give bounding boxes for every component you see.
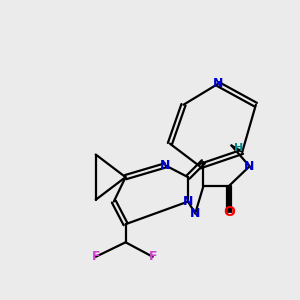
- Text: F: F: [148, 250, 157, 263]
- Text: N: N: [190, 207, 200, 220]
- Text: F: F: [92, 250, 100, 263]
- Text: N: N: [183, 195, 193, 208]
- Text: H: H: [234, 143, 243, 153]
- Text: N: N: [160, 159, 171, 172]
- Text: N: N: [213, 77, 223, 90]
- Text: N: N: [244, 160, 255, 173]
- Text: O: O: [223, 205, 235, 218]
